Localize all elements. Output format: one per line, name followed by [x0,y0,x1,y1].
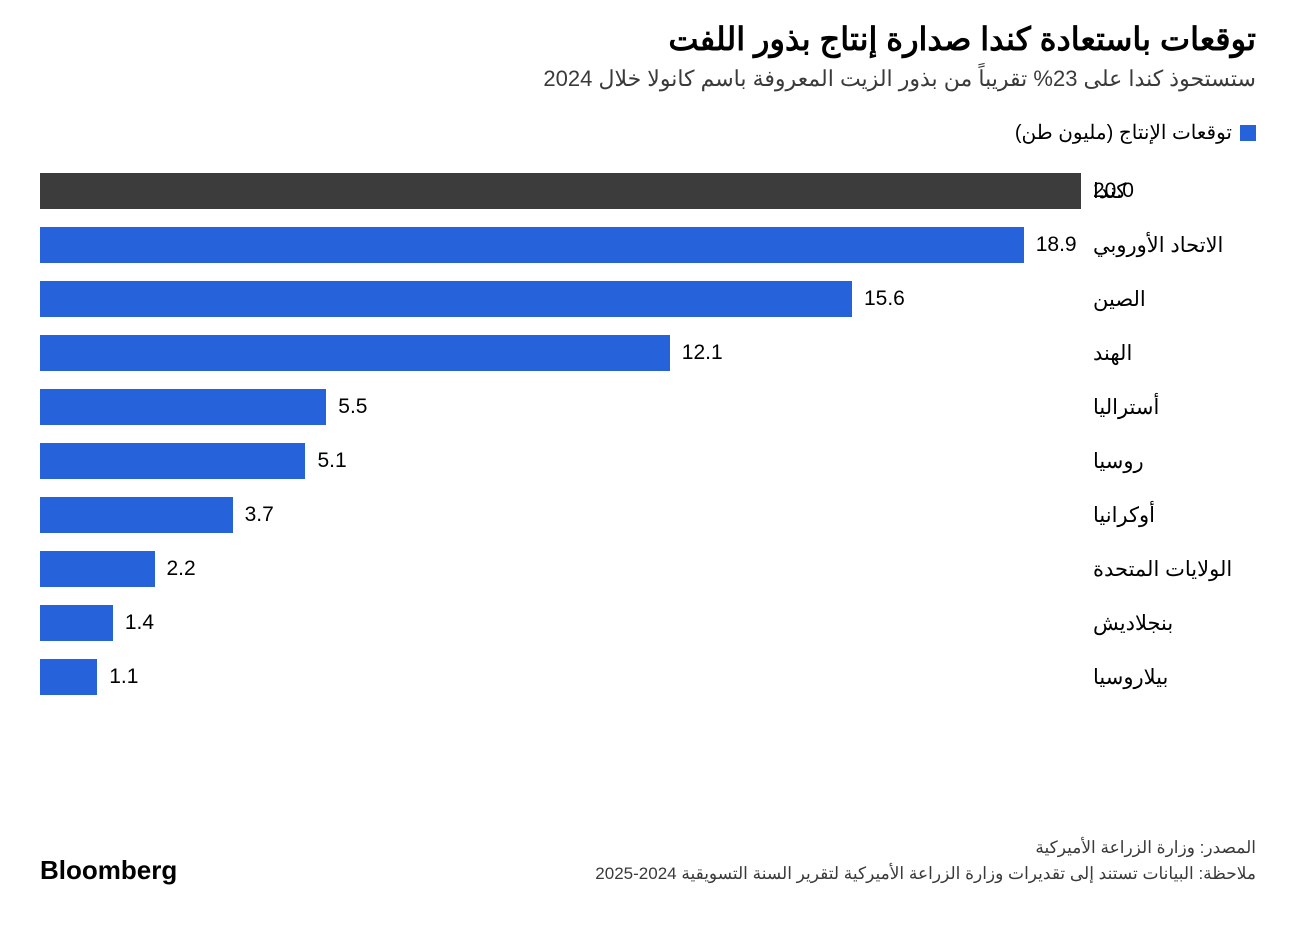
bar-row: أستراليا 5.5 [40,383,1256,431]
chart-container: توقعات باستعادة كندا صدارة إنتاج بذور ال… [40,20,1256,916]
bar-value: 1.1 [97,665,138,689]
bar-fill [40,389,326,425]
bar-fill [40,227,1024,263]
bar-fill [40,659,97,695]
legend-swatch [1240,125,1256,141]
bar-track: 12.1 [40,335,1081,371]
bar-value: 2.2 [155,557,196,581]
bar-label: بنجلاديش [1081,611,1256,636]
bar-value: 12.1 [670,341,723,365]
bar-value: 5.1 [305,449,346,473]
bar-fill [40,281,852,317]
bar-label: روسيا [1081,449,1256,474]
bar-row: بيلاروسيا 1.1 [40,653,1256,701]
bar-track: 5.5 [40,389,1081,425]
bar-track: 15.6 [40,281,1081,317]
bar-fill [40,335,670,371]
bar-track: 2.2 [40,551,1081,587]
legend-label: توقعات الإنتاج (مليون طن) [1015,120,1232,145]
bar-label: أوكرانيا [1081,503,1256,528]
bar-label: الولايات المتحدة [1081,557,1256,582]
bar-track: 5.1 [40,443,1081,479]
bar-fill [40,443,305,479]
bar-row: أوكرانيا 3.7 [40,491,1256,539]
bar-track: 18.9 [40,227,1081,263]
footer-note: ملاحظة: البيانات تستند إلى تقديرات وزارة… [595,861,1256,887]
bar-track: 3.7 [40,497,1081,533]
bar-value: 3.7 [233,503,274,527]
bar-fill [40,497,233,533]
bar-fill [40,173,1081,209]
footer-text: المصدر: وزارة الزراعة الأميركية ملاحظة: … [595,835,1256,886]
bar-row: كندا20.0 [40,167,1256,215]
bar-label: بيلاروسيا [1081,665,1256,690]
bars-area: كندا20.0 الاتحاد الأوروبي18.9 الصين 15.6 اله… [40,167,1256,701]
bar-row: الاتحاد الأوروبي18.9 [40,221,1256,269]
bar-fill [40,605,113,641]
bar-value: 5.5 [326,395,367,419]
brand-logo: Bloomberg [40,855,177,886]
bar-value: 1.4 [113,611,154,635]
bar-label: الاتحاد الأوروبي [1081,233,1256,258]
chart-subtitle: ستستحوذ كندا على 23% تقريباً من بذور الز… [40,66,1256,92]
bar-value: 20.0 [1081,179,1134,203]
bar-row: روسيا 5.1 [40,437,1256,485]
bar-value: 18.9 [1024,233,1077,257]
bar-row: الولايات المتحدة 2.2 [40,545,1256,593]
chart-footer: المصدر: وزارة الزراعة الأميركية ملاحظة: … [40,835,1256,886]
bar-track: 1.1 [40,659,1081,695]
bar-label: الهند [1081,341,1256,366]
bar-track: 1.4 [40,605,1081,641]
bar-row: الهند 12.1 [40,329,1256,377]
footer-source: المصدر: وزارة الزراعة الأميركية [595,835,1256,861]
bar-label: الصين [1081,287,1256,312]
bar-fill [40,551,155,587]
legend: توقعات الإنتاج (مليون طن) [40,120,1256,145]
chart-title: توقعات باستعادة كندا صدارة إنتاج بذور ال… [40,20,1256,58]
bar-row: بنجلاديش 1.4 [40,599,1256,647]
bar-row: الصين 15.6 [40,275,1256,323]
bar-value: 15.6 [852,287,905,311]
bar-track: 20.0 [40,173,1081,209]
bar-label: أستراليا [1081,395,1256,420]
